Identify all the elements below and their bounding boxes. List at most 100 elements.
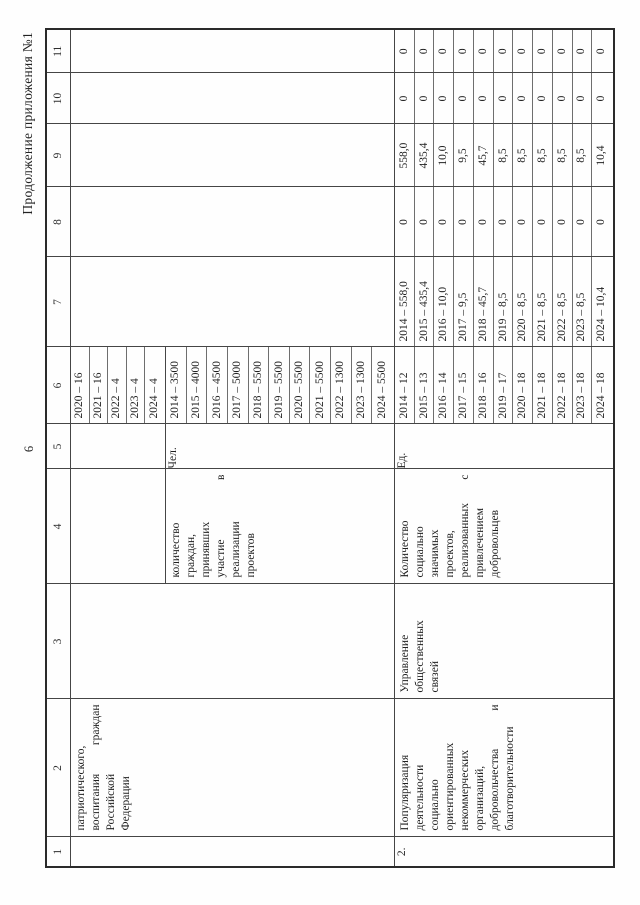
col-number-cell: 9 — [46, 124, 71, 187]
value-cell: 0 — [493, 187, 514, 257]
year-target-cell: 2023 – 18 — [572, 347, 593, 424]
item2-finance-years: 2014 – 558,0 2015 – 435,4 2016 – 10,0 2017 … — [395, 257, 611, 347]
value-cell: 0 — [473, 30, 494, 73]
year-target-cell: 2022 – 18 — [552, 347, 573, 424]
value-cell: 0 — [513, 73, 534, 124]
item2-finance-years-cell: 2014 – 558,0 2015 – 435,4 2016 – 10,0 2017 … — [394, 257, 614, 347]
year-target-cell: 2014 – 12 — [395, 347, 415, 424]
year-target-cell: 2016 – 14 — [434, 347, 455, 424]
value-cell: 10,0 — [434, 124, 455, 187]
item1a-unit-cell-empty — [70, 424, 166, 469]
value-cell: 0 — [395, 73, 415, 124]
text-line: граждан, — [185, 533, 197, 578]
value-cell: 0 — [493, 30, 514, 73]
col-number-cell: 7 — [46, 257, 71, 347]
page-header: 6 Продолжение приложения №1 — [20, 30, 42, 868]
text-line: организаций, — [474, 765, 486, 831]
value-cell: 0 — [552, 30, 573, 73]
year-target-cell: 2018 – 5500 — [248, 347, 270, 424]
year-target-cell: 2024 – 5500 — [375, 361, 388, 419]
value-cell: 0 — [533, 187, 553, 257]
item1a-plan-years-cell: 2020 – 16 2021 – 16 2022 – 4 2023 – 4 2024 –… — [70, 347, 166, 424]
value-cell: 8,5 — [513, 124, 534, 187]
text-line: социально — [414, 526, 426, 578]
item1-direction-cell: патриотического, воспитания граждан Россий… — [70, 699, 395, 837]
item2-row: 2. Популяризация деятельности социально ори… — [394, 29, 614, 867]
item1b-plan-years-cell: 2014 – 3500 2015 – 4000 2016 – 4500 2017 – … — [165, 347, 395, 424]
text-line: патриотического, — [75, 745, 87, 831]
item2-unit-cell: Ед. — [394, 424, 614, 469]
year-target-cell: 2020 – 5500 — [289, 347, 311, 424]
item1-col8-empty — [70, 187, 395, 257]
year-finance-cell: 2021 – 8,5 — [533, 257, 553, 347]
col-number-cell: 1 — [46, 837, 71, 867]
year-target-cell: 2022 – 4 — [108, 347, 127, 424]
value-cell: 0 — [434, 30, 455, 73]
continuation-header: Продолжение приложения №1 — [20, 32, 35, 215]
text-line: Популяризация — [399, 754, 411, 831]
year-target-cell: 2021 – 16 — [89, 347, 109, 424]
value-cell: 0 — [513, 187, 534, 257]
item1-col11-empty — [70, 29, 395, 73]
value-cell: 0 — [414, 30, 435, 73]
text-line: реализации — [230, 521, 242, 578]
item1-subrow-a: патриотического, воспитания граждан Россий… — [70, 29, 395, 867]
value-cell: 0 — [395, 30, 415, 73]
text-line: деятельности — [414, 764, 426, 831]
value-cell: 0 — [395, 187, 415, 257]
value-cell: 0 — [595, 48, 608, 55]
col-number-cell: 6 — [46, 347, 71, 424]
col-number-cell: 8 — [46, 187, 71, 257]
year-finance-cell: 2018 – 45,7 — [473, 257, 494, 347]
item1b-unit-cell: Чел. — [165, 424, 395, 469]
year-target-cell: 2023 – 1300 — [351, 347, 373, 424]
item2-executor-text: Управление общественных связей — [395, 585, 443, 699]
item2-plan-years-cell: 2014 – 12 2015 – 13 2016 – 14 2017 – 15 2018… — [394, 347, 614, 424]
value-cell: 0 — [414, 187, 435, 257]
appendix-table: 1 2 3 4 5 6 7 8 9 10 11 патриотического,… — [45, 28, 615, 868]
value-cell: 558,0 — [395, 124, 415, 187]
text-line: принявших — [200, 521, 212, 578]
item1b-indicator-cell: количество граждан, принявших участие в реал… — [165, 469, 395, 584]
year-target-cell: 2017 – 15 — [454, 347, 474, 424]
text-line: добровольцев — [489, 509, 501, 578]
item1a-indicator-cell-empty — [70, 469, 166, 584]
text-line: Количество — [399, 520, 411, 578]
value-cell: 0 — [533, 30, 553, 73]
item1-col10-empty — [70, 73, 395, 124]
year-target-cell: 2017 – 5000 — [227, 347, 249, 424]
text-line: Управление — [399, 634, 411, 693]
item2-executor-cell: Управление общественных связей — [394, 584, 614, 699]
text-line: реализованных с — [459, 474, 471, 578]
value-cell: 0 — [572, 30, 593, 73]
text-line: Федерации — [120, 776, 132, 831]
item2-direction-text: Популяризация деятельности социально ориент… — [395, 700, 518, 837]
year-target-cell: 2014 – 3500 — [166, 347, 187, 424]
text-line: привлечением — [474, 508, 486, 578]
value-cell: 0 — [572, 73, 593, 124]
col-number-cell: 10 — [46, 73, 71, 124]
value-cell: 0 — [454, 30, 474, 73]
text-line: воспитания граждан — [90, 704, 102, 831]
year-target-cell: 2019 – 17 — [493, 347, 514, 424]
value-cell: 0 — [454, 73, 474, 124]
year-target-cell: 2022 – 1300 — [331, 347, 352, 424]
column-number-row: 1 2 3 4 5 6 7 8 9 10 11 — [46, 29, 71, 867]
year-target-cell: 2019 – 5500 — [269, 347, 290, 424]
value-cell: 0 — [595, 95, 608, 102]
value-cell: 0 — [533, 73, 553, 124]
text-line: проектов, — [444, 530, 456, 578]
value-cell: 0 — [513, 30, 534, 73]
item1-col9-empty — [70, 124, 395, 187]
year-target-cell: 2016 – 4500 — [207, 347, 228, 424]
year-target-cell: 2021 – 18 — [533, 347, 553, 424]
text-line: благотворительности — [504, 726, 516, 831]
item2-col9-values-cell: 558,0 435,4 10,0 9,5 45,7 8,5 8,5 8,5 8,5 8,5 10,4 — [394, 124, 614, 187]
text-line: значимых — [429, 529, 441, 578]
